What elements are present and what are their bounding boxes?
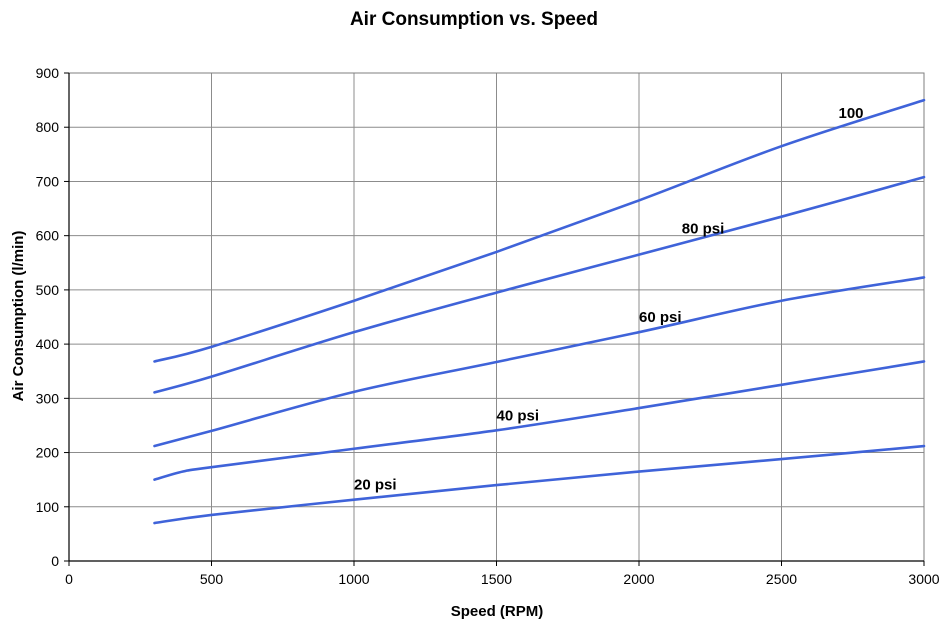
y-tick-label: 900 (36, 65, 60, 81)
y-tick-label: 200 (36, 445, 60, 461)
y-tick-label: 600 (36, 228, 60, 244)
grid (68, 72, 925, 562)
x-tick-label: 0 (65, 571, 73, 587)
series-label-0: 20 psi (354, 477, 397, 494)
x-tick-label: 2000 (623, 571, 654, 587)
y-tick-label: 300 (36, 390, 60, 406)
y-tick-label: 400 (36, 336, 60, 352)
x-axis-label: Speed (RPM) (451, 603, 544, 620)
x-tick-label: 500 (200, 571, 224, 587)
series-label-1: 40 psi (497, 407, 540, 424)
y-tick-label: 0 (51, 553, 59, 569)
y-tick-label: 800 (36, 119, 60, 135)
ticks: 0 500 1000 1500 2000 2500 3000 0 100 200 300 400 500… (36, 65, 940, 587)
series-line-0 (153, 444, 926, 525)
x-tick-label: 1000 (338, 571, 369, 587)
series-line-1 (153, 360, 926, 481)
series-line-3 (153, 175, 926, 394)
series-label-4: 100 (839, 105, 864, 122)
series-line-4 (153, 98, 926, 363)
y-tick-label: 700 (36, 173, 60, 189)
series-line-2 (153, 276, 926, 448)
x-tick-label: 2500 (766, 571, 797, 587)
series-lines (153, 98, 926, 525)
chart-title: Air Consumption vs. Speed (350, 9, 598, 30)
y-axis-label: Air Consumption (l/min) (10, 231, 27, 402)
series-label-3: 80 psi (682, 220, 725, 237)
plot-area: 0 500 1000 1500 2000 2500 3000 0 100 200 300 400 500… (36, 65, 940, 587)
x-tick-label: 1500 (481, 571, 512, 587)
y-tick-label: 500 (36, 282, 60, 298)
x-tick-label: 3000 (908, 571, 939, 587)
series-labels: 20 psi 40 psi 60 psi 80 psi 100 (354, 105, 864, 494)
y-tick-label: 100 (36, 499, 60, 515)
series-label-2: 60 psi (639, 309, 682, 326)
